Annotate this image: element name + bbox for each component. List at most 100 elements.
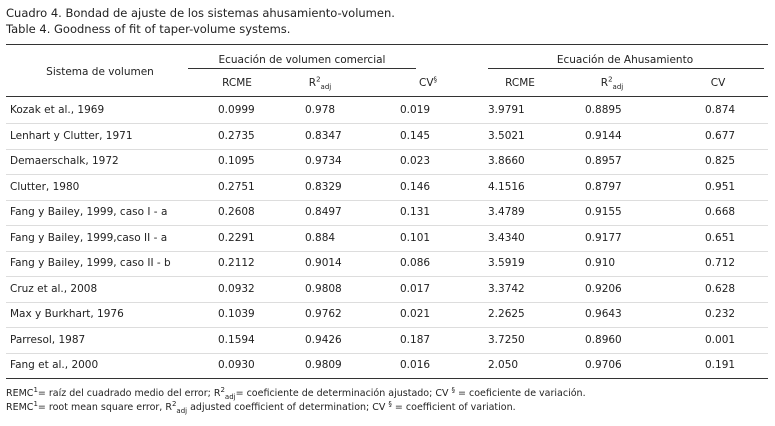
cell: 0.2751 xyxy=(218,180,255,193)
footnote-sub: adj xyxy=(176,406,188,415)
cell: 3.9791 xyxy=(488,104,525,116)
cell: 0.1039 xyxy=(218,308,255,320)
header-base: R xyxy=(308,77,317,89)
cell: 3.4340 xyxy=(488,231,525,244)
footnote-sup: 1 xyxy=(33,399,38,408)
row-label: Fang y Bailey, 1999,caso II - a xyxy=(10,231,168,244)
rule xyxy=(188,68,416,69)
footnote-text: = root mean square error, R xyxy=(37,402,172,413)
cell: 0.8797 xyxy=(585,180,622,193)
cell: 0.9643 xyxy=(585,308,622,320)
cell: 0.9809 xyxy=(305,359,342,371)
group-header: Ecuación de Ahusamiento xyxy=(556,54,694,66)
footnote-sup: 1 xyxy=(33,385,38,394)
cell: 0.9706 xyxy=(585,359,622,371)
cell: 0.978 xyxy=(305,104,336,116)
cell: 0.9734 xyxy=(305,155,342,167)
cell: 0.2608 xyxy=(218,206,255,218)
column-header: CV xyxy=(668,76,768,90)
header-sup: § xyxy=(433,75,438,84)
header-sub: adj xyxy=(612,83,624,92)
row-divider xyxy=(6,327,768,328)
cell: 0.019 xyxy=(400,104,431,116)
cell: 0.8895 xyxy=(585,104,622,116)
row-label: Fang y Bailey, 1999, caso II - b xyxy=(10,257,171,269)
cell: 0.951 xyxy=(705,180,736,193)
column-header: RCME xyxy=(470,76,570,90)
header-base: CV xyxy=(418,77,434,89)
cell: 2.050 xyxy=(488,359,519,371)
cell: 0.651 xyxy=(705,231,736,244)
row-divider xyxy=(6,225,768,226)
footnote: REMC1= root mean square error, R2adj adj… xyxy=(6,399,516,415)
cell: 0.023 xyxy=(400,155,431,167)
cell: 0.016 xyxy=(400,359,431,371)
header-base: R xyxy=(600,77,609,89)
cell: 3.8660 xyxy=(488,155,525,167)
footnote-sup: § xyxy=(451,385,455,394)
footnote-text: = coeficiente de determinación ajustado;… xyxy=(235,388,452,399)
row-divider xyxy=(6,148,768,150)
cell: 0.131 xyxy=(400,206,431,218)
cell: 0.825 xyxy=(705,155,736,167)
column-header: R2adj xyxy=(562,76,662,92)
row-divider xyxy=(6,123,768,124)
cell: 0.9014 xyxy=(305,257,342,269)
rule xyxy=(488,68,764,69)
header-sup: 2 xyxy=(316,75,321,84)
row-divider xyxy=(6,199,768,201)
row-divider xyxy=(6,352,768,354)
header-base: CV xyxy=(710,77,726,89)
column-header: R2adj xyxy=(270,75,370,92)
group-header: Ecuación de volumen comercial xyxy=(218,54,386,66)
cell: 0.0930 xyxy=(218,359,255,371)
cell: 2.2625 xyxy=(488,308,525,320)
cell: 0.9762 xyxy=(305,308,342,320)
footnote-text: REMC xyxy=(6,388,34,399)
cell: 0.677 xyxy=(705,129,736,142)
row-divider xyxy=(6,174,768,175)
cell: 0.0932 xyxy=(218,282,255,295)
row-label: Max y Burkhart, 1976 xyxy=(10,308,124,320)
cell: 3.5021 xyxy=(488,129,525,142)
cell: 0.0999 xyxy=(218,104,255,116)
row-label: Cruz et al., 2008 xyxy=(10,282,98,295)
cell: 0.884 xyxy=(305,231,336,244)
cell: 0.8960 xyxy=(585,333,622,346)
header-sub: adj xyxy=(320,83,332,92)
row-label: Demaerschalk, 1972 xyxy=(10,155,119,167)
row-label: Fang y Bailey, 1999, caso I - a xyxy=(10,206,168,218)
title: Cuadro 4. Bondad de ajuste de los sistem… xyxy=(6,6,395,20)
footnote-text: = coeficiente de variación. xyxy=(454,388,586,399)
cell: 0.910 xyxy=(585,257,616,269)
cell: 0.9177 xyxy=(585,231,622,244)
title: Table 4. Goodness of fit of taper-volume… xyxy=(6,22,291,36)
cell: 0.146 xyxy=(400,180,431,193)
rule xyxy=(6,378,768,379)
cell: 0.2112 xyxy=(218,257,255,269)
cell: 0.017 xyxy=(400,282,431,295)
cell: 0.232 xyxy=(705,308,736,320)
column-header: RCME xyxy=(187,76,287,90)
cell: 0.9426 xyxy=(305,333,342,346)
footnote-text: adjusted coefficient of determination; C… xyxy=(187,402,389,413)
rule xyxy=(6,96,768,97)
header-base: RCME xyxy=(505,77,535,89)
row-label: Clutter, 1980 xyxy=(10,180,80,193)
cell: 0.2291 xyxy=(218,231,255,244)
row-divider xyxy=(6,276,768,277)
footnote-sub: adj xyxy=(224,392,236,401)
cell: 0.8957 xyxy=(585,155,622,167)
cell: 0.1095 xyxy=(218,155,255,167)
cell: 0.086 xyxy=(400,257,431,269)
cell: 3.3742 xyxy=(488,282,525,295)
footnote-sup: 2 xyxy=(220,385,225,394)
cell: 0.9144 xyxy=(585,129,622,142)
cell: 0.001 xyxy=(705,333,736,346)
header-base: RCME xyxy=(222,77,252,89)
footnote-sup: 2 xyxy=(171,399,177,408)
footnote-text: = raíz del cuadrado medio del error; R xyxy=(37,388,221,399)
cell: 0.712 xyxy=(705,257,736,269)
row-label: Fang et al., 2000 xyxy=(10,359,99,371)
cell: 0.145 xyxy=(400,129,431,142)
